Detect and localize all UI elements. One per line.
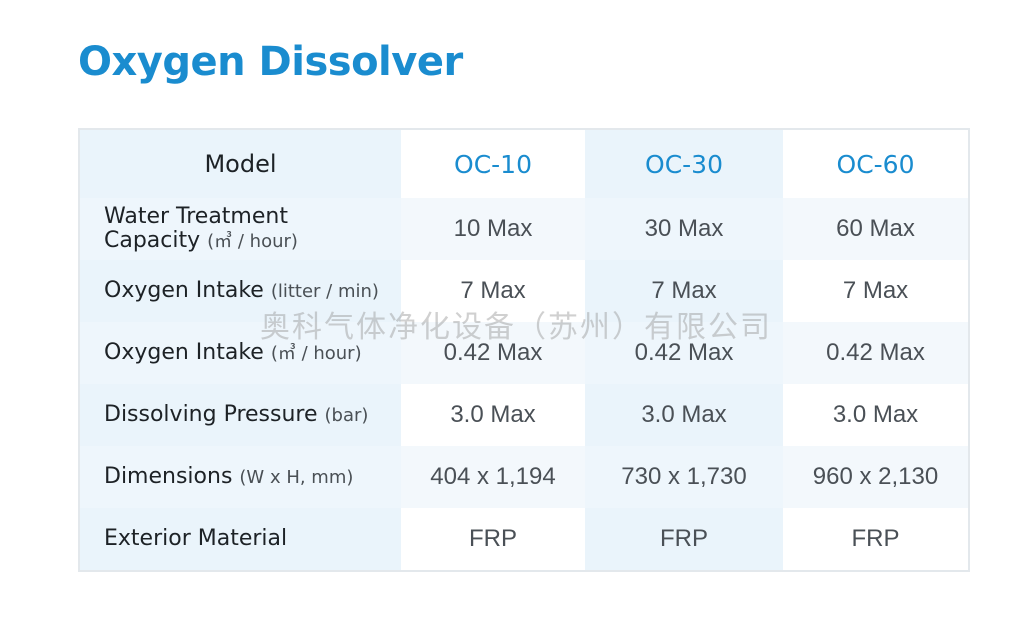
table-cell: 10 Max bbox=[401, 198, 585, 260]
row-label: Oxygen Intake (㎥ / hour) bbox=[79, 322, 401, 384]
table-row: Dissolving Pressure (bar) 3.0 Max 3.0 Ma… bbox=[79, 384, 969, 446]
row-label-text: Water Treatment bbox=[104, 203, 288, 229]
table-cell: 730 x 1,730 bbox=[585, 446, 783, 508]
row-label-text: Oxygen Intake bbox=[104, 277, 264, 303]
row-unit: (litter / min) bbox=[270, 280, 379, 302]
model-oc-60: OC-60 bbox=[783, 129, 969, 198]
table-cell: 960 x 2,130 bbox=[783, 446, 969, 508]
table-row: Oxygen Intake (litter / min) 7 Max 7 Max… bbox=[79, 260, 969, 322]
row-label: Dimensions (W x H, mm) bbox=[79, 446, 401, 508]
table-header-row: Model OC-10 OC-30 OC-60 bbox=[79, 129, 969, 198]
table-cell: 0.42 Max bbox=[783, 322, 969, 384]
table-cell: 30 Max bbox=[585, 198, 783, 260]
table-cell: 7 Max bbox=[585, 260, 783, 322]
row-label-text: Oxygen Intake bbox=[104, 339, 264, 365]
table-cell: 3.0 Max bbox=[401, 384, 585, 446]
table-cell: FRP bbox=[585, 508, 783, 571]
row-label-text: Exterior Material bbox=[104, 526, 288, 551]
page-title: Oxygen Dissolver bbox=[78, 39, 463, 85]
table-row: Water Treatment Capacity (㎥ / hour) 10 M… bbox=[79, 198, 969, 260]
row-unit: (㎥ / hour) bbox=[207, 230, 298, 252]
table-cell: 7 Max bbox=[783, 260, 969, 322]
row-label: Water Treatment Capacity (㎥ / hour) bbox=[79, 198, 401, 260]
table-cell: FRP bbox=[401, 508, 585, 571]
row-label-text: Capacity bbox=[104, 227, 201, 253]
model-oc-10: OC-10 bbox=[401, 129, 585, 198]
table-cell: 60 Max bbox=[783, 198, 969, 260]
table-cell: 404 x 1,194 bbox=[401, 446, 585, 508]
table-cell: 3.0 Max bbox=[783, 384, 969, 446]
table-cell: 7 Max bbox=[401, 260, 585, 322]
table-row: Dimensions (W x H, mm) 404 x 1,194 730 x… bbox=[79, 446, 969, 508]
model-oc-30: OC-30 bbox=[585, 129, 783, 198]
row-label: Oxygen Intake (litter / min) bbox=[79, 260, 401, 322]
row-label: Dissolving Pressure (bar) bbox=[79, 384, 401, 446]
row-unit: (W x H, mm) bbox=[239, 466, 354, 488]
table-cell: 0.42 Max bbox=[401, 322, 585, 384]
table-row: Oxygen Intake (㎥ / hour) 0.42 Max 0.42 M… bbox=[79, 322, 969, 384]
table-cell: 0.42 Max bbox=[585, 322, 783, 384]
spec-table: Model OC-10 OC-30 OC-60 Water Treatment … bbox=[78, 128, 970, 572]
row-unit: (bar) bbox=[324, 404, 369, 426]
row-unit: (㎥ / hour) bbox=[270, 342, 362, 364]
model-header-label: Model bbox=[79, 129, 401, 198]
table-cell: 3.0 Max bbox=[585, 384, 783, 446]
row-label: Exterior Material bbox=[79, 508, 401, 571]
table-cell: FRP bbox=[783, 508, 969, 571]
table-row: Exterior Material FRP FRP FRP bbox=[79, 508, 969, 571]
row-label-text: Dissolving Pressure bbox=[104, 401, 318, 427]
row-label-text: Dimensions bbox=[104, 463, 233, 489]
